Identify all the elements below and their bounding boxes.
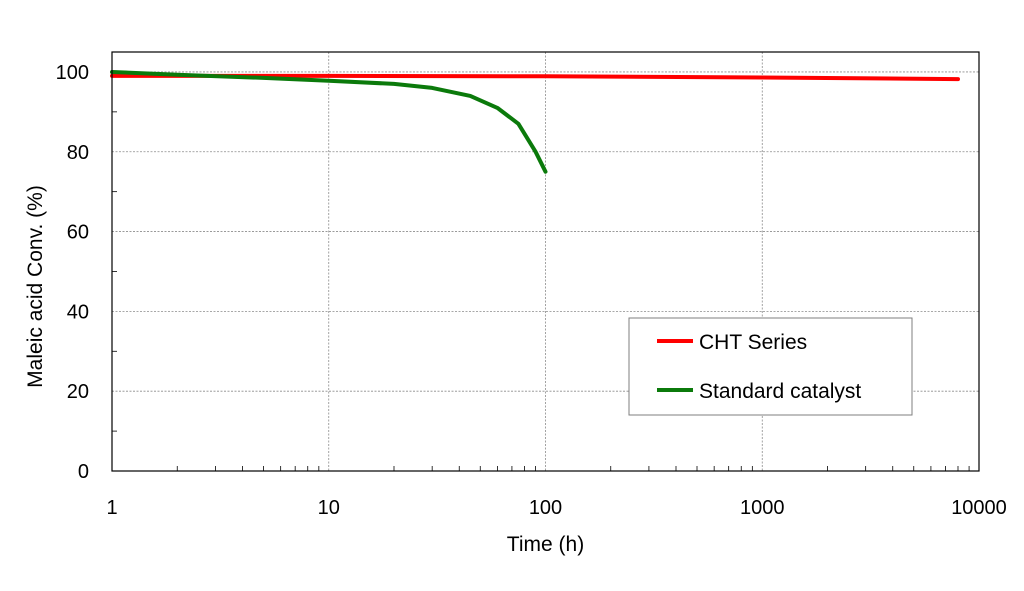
y-tick-label: 80 — [67, 142, 89, 164]
y-tick-label: 100 — [56, 62, 89, 84]
y-tick-label: 60 — [67, 222, 89, 244]
legend-box — [628, 317, 913, 416]
y-tick-label: 0 — [78, 461, 89, 483]
legend-label-standard-catalyst: Standard catalyst — [699, 380, 861, 403]
plot-area-frame — [111, 51, 980, 472]
tick-labels: 0 20 40 60 80 100 1 10 100 1000 10000 — [56, 62, 1007, 519]
x-tick-label: 1 — [106, 497, 117, 519]
y-axis-title: Maleic acid Conv. (%) — [24, 185, 47, 388]
x-tick-label: 100 — [529, 497, 562, 519]
x-tick-label: 10000 — [951, 497, 1007, 519]
legend-label-cht-series: CHT Series — [699, 331, 807, 354]
x-tick-label: 1000 — [740, 497, 785, 519]
minor-ticks — [112, 111, 970, 471]
x-axis-title: Time (h) — [507, 533, 584, 556]
y-tick-label: 40 — [67, 301, 89, 323]
y-tick-label: 20 — [67, 381, 89, 403]
legend: CHT Series Standard catalyst — [628, 317, 913, 416]
x-tick-label: 10 — [318, 497, 340, 519]
series-lines — [110, 70, 960, 174]
series-line-standard-catalyst — [110, 70, 548, 174]
